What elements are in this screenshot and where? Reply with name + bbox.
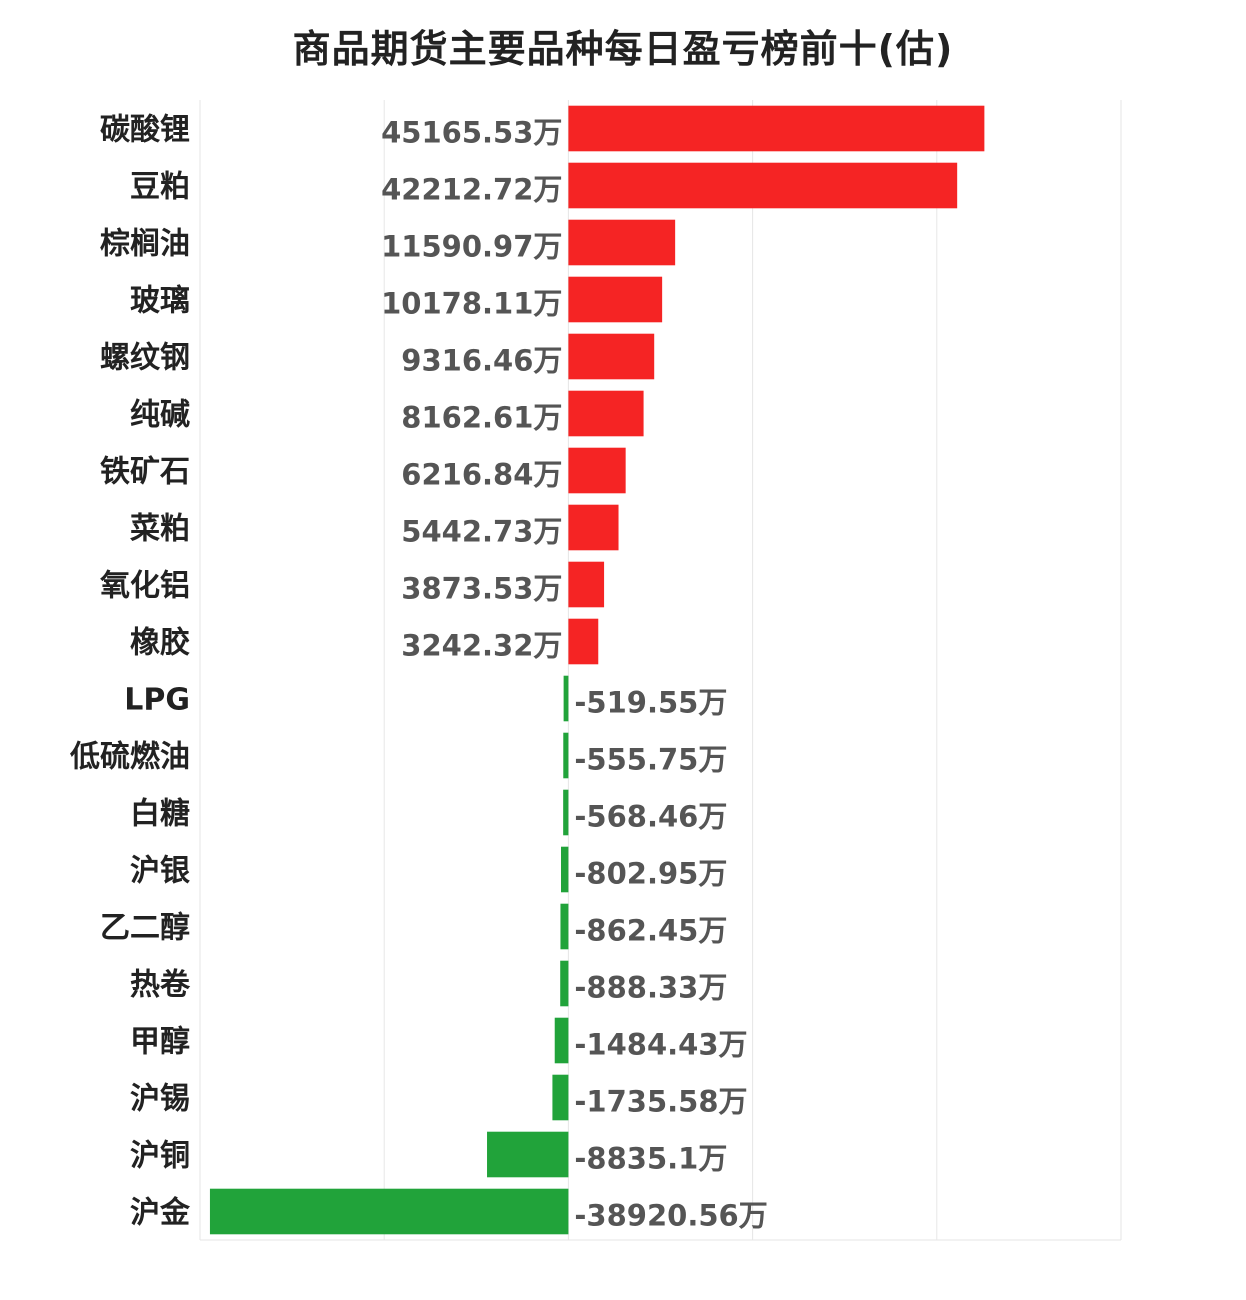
data-label: 3873.53万 <box>401 572 562 606</box>
bar-2 <box>568 162 958 209</box>
bar-20 <box>209 1188 569 1235</box>
category-label: 热卷 <box>130 968 191 1003</box>
data-label: 3242.32万 <box>401 629 562 663</box>
bar-10 <box>568 618 599 665</box>
data-label: 42212.72万 <box>381 173 562 207</box>
category-label: 螺纹钢 <box>100 341 190 376</box>
bar-16 <box>560 960 569 1007</box>
data-label: 10178.11万 <box>381 287 562 321</box>
bar-11 <box>563 675 569 722</box>
category-label: 豆粕 <box>130 170 190 205</box>
category-label: 菜粕 <box>130 512 190 547</box>
category-label: 沪铜 <box>130 1139 190 1174</box>
category-label: 沪银 <box>130 854 190 889</box>
category-label: 玻璃 <box>130 284 190 319</box>
category-label: 白糖 <box>130 797 190 832</box>
data-label: 11590.97万 <box>381 230 562 264</box>
category-label: 乙二醇 <box>100 911 190 946</box>
data-label: 45165.53万 <box>381 116 562 150</box>
data-label: -8835.1万 <box>574 1142 727 1176</box>
data-label: -862.45万 <box>574 914 727 948</box>
bar-3 <box>568 219 676 266</box>
bar-13 <box>563 789 569 836</box>
bar-17 <box>554 1017 569 1064</box>
bar-4 <box>568 276 663 323</box>
data-label: 5442.73万 <box>401 515 562 549</box>
bar-19 <box>487 1131 569 1178</box>
bar-15 <box>560 903 569 950</box>
data-label: -802.95万 <box>574 857 727 891</box>
data-label: -519.55万 <box>574 686 727 720</box>
category-label: 橡胶 <box>130 626 190 661</box>
category-label: 氧化铝 <box>100 569 190 604</box>
chart-title: 商品期货主要品种每日盈亏榜前十(估) <box>292 27 954 71</box>
bar-7 <box>568 447 626 494</box>
category-label: 纯碱 <box>130 398 190 433</box>
data-label: -38920.56万 <box>574 1199 767 1233</box>
bar-5 <box>568 333 655 380</box>
bar-9 <box>568 561 605 608</box>
category-label: 碳酸锂 <box>100 113 190 148</box>
bar-12 <box>563 732 569 779</box>
data-label: -1484.43万 <box>574 1028 747 1062</box>
data-label: 9316.46万 <box>401 344 562 378</box>
data-label: -568.46万 <box>574 800 727 834</box>
bar-8 <box>568 504 619 551</box>
data-label: 8162.61万 <box>401 401 562 435</box>
category-label: 低硫燃油 <box>69 740 190 775</box>
bar-6 <box>568 390 644 437</box>
data-label: -555.75万 <box>574 743 727 777</box>
data-label: -888.33万 <box>574 971 727 1005</box>
category-label: 沪金 <box>130 1196 191 1231</box>
data-label: -1735.58万 <box>574 1085 747 1119</box>
bar-18 <box>552 1074 569 1121</box>
category-label: 棕榈油 <box>100 227 190 262</box>
category-label: 甲醇 <box>130 1025 190 1060</box>
category-label: LPG <box>124 683 190 718</box>
category-label: 铁矿石 <box>100 455 190 490</box>
category-label: 沪锡 <box>130 1082 190 1117</box>
bar-14 <box>561 846 569 893</box>
bar-1 <box>568 105 985 152</box>
data-label: 6216.84万 <box>401 458 562 492</box>
